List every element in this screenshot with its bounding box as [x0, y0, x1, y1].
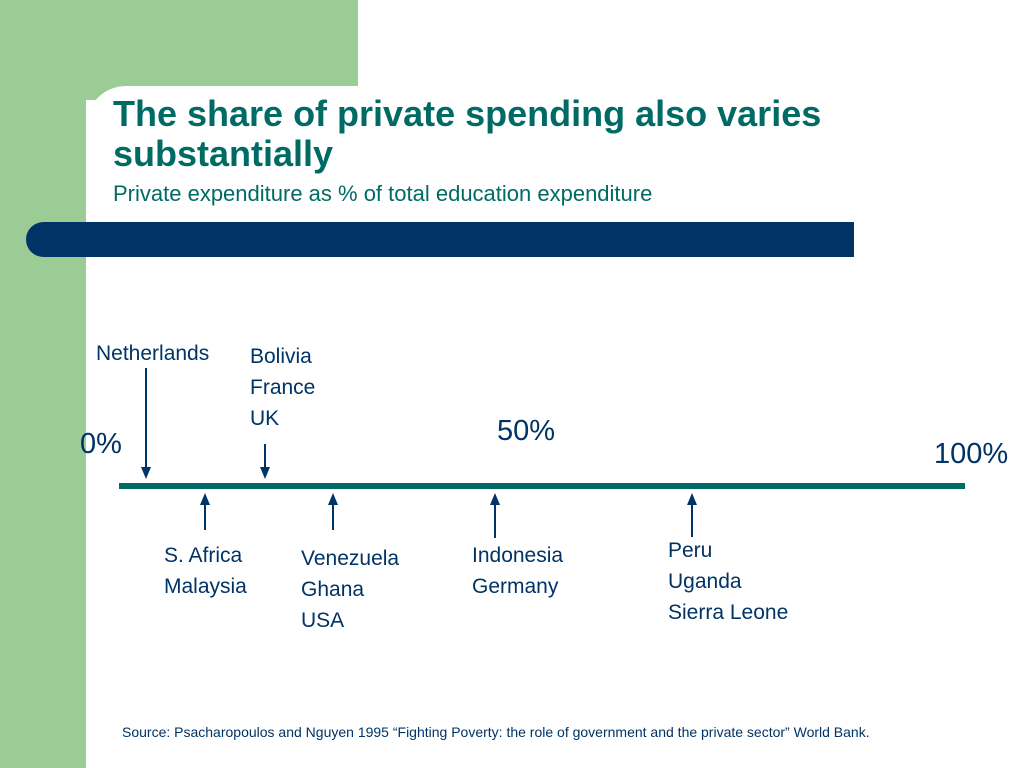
arrow-up-peru-uganda-sierraleone [685, 493, 699, 537]
slide-title: The share of private spending also varie… [113, 93, 822, 174]
slide-subtitle: Private expenditure as % of total educat… [113, 181, 653, 206]
decorative-green-bar-left [0, 0, 86, 768]
scale-label-0: 0% [80, 428, 122, 460]
country-label-venezuela: Venezuela [301, 547, 400, 570]
country-label-netherlands: Netherlands [96, 342, 210, 365]
percentage-scale-line [119, 483, 965, 489]
arrow-up-safrica-malaysia [198, 493, 212, 530]
scale-label-50: 50% [497, 415, 556, 447]
country-label-uganda: Uganda [668, 570, 742, 593]
country-label-s-africa: S. Africa [164, 544, 243, 567]
country-label-malaysia: Malaysia [164, 575, 247, 598]
slide-content-panel [86, 86, 1024, 768]
arrow-up-indonesia-germany [488, 493, 502, 538]
country-label-uk: UK [250, 407, 280, 430]
arrow-up-venezuela-ghana-usa [326, 493, 340, 530]
country-label-indonesia: Indonesia [472, 544, 564, 567]
arrow-down-bolivia-france-uk [258, 444, 272, 479]
country-label-ghana: Ghana [301, 578, 365, 601]
country-label-germany: Germany [472, 575, 559, 598]
scale-label-100: 100% [934, 438, 1009, 470]
country-label-bolivia: Bolivia [250, 345, 312, 368]
title-divider-band [26, 222, 854, 257]
arrow-down-netherlands [139, 368, 153, 479]
country-label-france: France [250, 376, 316, 399]
source-note: Source: Psacharopoulos and Nguyen 1995 “… [122, 724, 870, 740]
country-label-peru: Peru [668, 539, 713, 562]
country-label-sierra-leone: Sierra Leone [668, 601, 789, 624]
country-label-usa: USA [301, 609, 345, 632]
